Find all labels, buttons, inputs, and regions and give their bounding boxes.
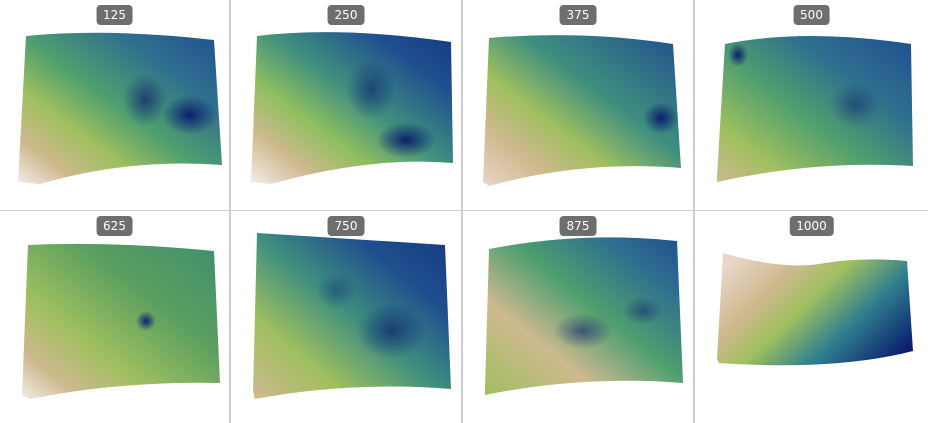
terrain-panel-250: 250 — [231, 0, 463, 211]
step-badge: 250 — [327, 5, 365, 25]
step-badge: 875 — [559, 216, 597, 236]
terrain-surface — [485, 237, 683, 395]
terrain-surface — [253, 233, 451, 399]
terrain-panel-500: 500 — [695, 0, 928, 211]
terrain-panel-125: 125 — [0, 0, 231, 211]
terrain-surface — [22, 243, 220, 399]
step-badge: 750 — [327, 216, 365, 236]
terrain-surface — [717, 36, 913, 182]
step-badge: 125 — [96, 5, 133, 25]
step-badge: 500 — [793, 5, 830, 25]
terrain-surface — [18, 32, 222, 184]
terrain-panel-375: 375 — [463, 0, 695, 211]
step-badge: 625 — [96, 216, 133, 236]
step-badge: 1000 — [789, 216, 834, 236]
step-badge: 375 — [559, 5, 597, 25]
terrain-surface — [717, 253, 913, 366]
terrain-surface — [251, 32, 453, 185]
terrain-panel-1000: 1000 — [695, 211, 928, 423]
terrain-panel-625: 625 — [0, 211, 231, 423]
terrain-panel-875: 875 — [463, 211, 695, 423]
terrain-panel-750: 750 — [231, 211, 463, 423]
terrain-surface — [483, 35, 681, 186]
